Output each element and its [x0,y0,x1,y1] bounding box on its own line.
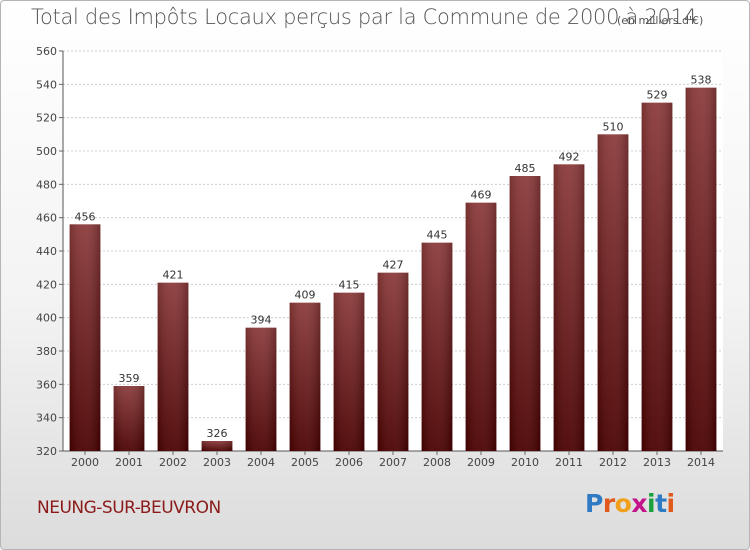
bar-shading [597,134,629,452]
y-tick-label: 320 [36,445,57,458]
x-tick-label: 2005 [291,456,319,469]
x-tick-label: 2004 [247,456,275,469]
y-tick-label: 340 [36,412,57,425]
x-tick-label: 2000 [71,456,99,469]
data-label: 415 [339,279,360,292]
bar-shading [113,386,145,451]
logo-letter: x [631,489,647,518]
logo-letter: t [655,489,667,518]
bar-shading [157,282,189,451]
chart-title: Total des Impôts Locaux perçus par la Co… [31,5,697,29]
y-tick-label: 500 [36,145,57,158]
data-label: 469 [471,189,492,202]
y-tick-label: 520 [36,112,57,125]
x-tick-label: 2014 [687,456,715,469]
bar-shading [685,87,717,452]
bar-shading [333,292,365,451]
data-label: 445 [427,229,448,242]
bar-shading [509,176,541,451]
bar-shading [69,224,101,451]
x-tick-label: 2011 [555,456,583,469]
bar-shading [641,102,673,452]
y-tick-label: 360 [36,378,57,391]
x-tick-label: 2006 [335,456,363,469]
bar-shading [553,164,585,452]
y-tick-label: 540 [36,78,57,91]
logo-letter: P [585,489,603,518]
unit-note: (en milliers d'€) [617,14,704,27]
data-label: 359 [119,372,140,385]
x-tick-label: 2002 [159,456,187,469]
x-tick-label: 2013 [643,456,671,469]
logo-letter: i [666,489,676,518]
logo-letter: o [614,489,632,518]
bar-shading [201,441,233,451]
y-tick-label: 400 [36,312,57,325]
data-label: 492 [559,150,580,163]
bar-shading [421,242,453,451]
logo-letter: r [602,489,615,518]
data-label: 538 [691,74,712,87]
commune-name: NEUNG-SUR-BEUVRON [37,498,221,518]
data-label: 409 [295,289,316,302]
data-label: 421 [163,269,184,282]
x-tick-label: 2008 [423,456,451,469]
data-label: 427 [383,259,404,272]
data-label: 485 [515,162,536,175]
x-tick-label: 2010 [511,456,539,469]
data-label: 456 [75,210,96,223]
logo-letter: i [647,489,656,518]
y-tick-label: 420 [36,278,57,291]
x-tick-label: 2012 [599,456,627,469]
y-tick-label: 380 [36,345,57,358]
x-tick-label: 2009 [467,456,495,469]
bar-shading [377,272,409,451]
data-label: 394 [251,314,272,327]
bar-shading [245,327,277,451]
data-label: 529 [647,89,668,102]
x-tick-label: 2007 [379,456,407,469]
y-tick-label: 480 [36,178,57,191]
x-tick-label: 2001 [115,456,143,469]
data-label: 326 [207,427,228,440]
y-tick-label: 440 [36,245,57,258]
bar-shading [465,202,497,451]
y-tick-label: 560 [36,45,57,58]
data-label: 510 [603,120,624,133]
proxiti-logo[interactable]: Proxiti [585,489,675,518]
x-tick-label: 2003 [203,456,231,469]
y-tick-label: 460 [36,212,57,225]
bar-shading [289,302,321,451]
